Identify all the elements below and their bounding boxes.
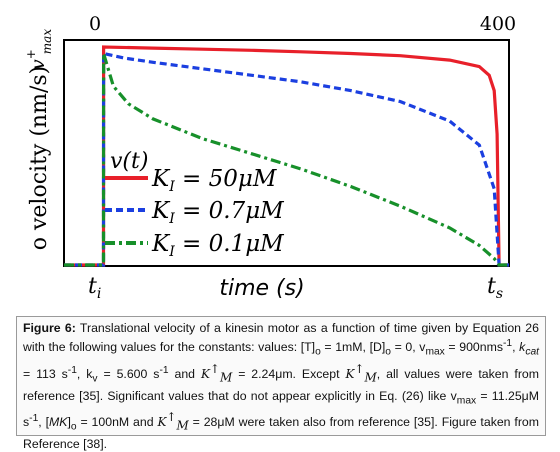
x-tick-top-0: 0 <box>89 13 101 35</box>
caption-p6: = 113 s <box>23 367 68 382</box>
legend-label-0_1uM-rest: = 0.1μM <box>175 231 285 257</box>
series-line-2 <box>64 53 509 267</box>
caption-km3: K <box>157 415 167 430</box>
caption-p5: , <box>512 340 520 355</box>
vmax-v: v <box>27 59 49 70</box>
caption-p7: , k <box>76 367 93 382</box>
vmax-sup: + <box>24 49 38 59</box>
y-axis-label: o velocity (nm/s) <box>27 66 52 251</box>
legend-label-0_1uM: KI = 0.1μM <box>151 231 285 260</box>
caption-km1-sub: M <box>219 370 233 385</box>
caption-p4: = 900nms <box>444 340 503 355</box>
caption-p1-sub: o <box>315 346 321 358</box>
caption-p10: = 2.24μm. Except <box>232 367 346 382</box>
vmax-sub: max <box>40 29 54 55</box>
legend-title: v(t) <box>110 149 148 174</box>
series-line-0 <box>64 45 509 267</box>
caption-km3-sub: M <box>176 418 189 433</box>
caption-p11: , all values were taken from reference [… <box>23 367 539 403</box>
caption-label: Figure 6: <box>23 321 76 335</box>
figure-caption: Figure 6: Translational velocity of a ki… <box>16 316 546 451</box>
velocity-chart: 0 400 ti ts time (s) o velocity (nm/s) v… <box>24 13 516 302</box>
caption-p4-sup: -1 <box>502 338 513 350</box>
svg-text:v+max: v+max <box>24 29 54 70</box>
caption-km2: K <box>345 367 355 382</box>
caption-p2-sub: o <box>385 346 391 358</box>
ts-sub: s <box>496 286 503 302</box>
caption-p13: , [ <box>38 415 50 430</box>
legend-label-0_7uM: KI = 0.7μM <box>151 198 285 227</box>
caption-p6-sup: -1 <box>67 364 77 376</box>
caption-p2: = 1mM, [D] <box>320 340 386 355</box>
caption-km2-sup: ↑ <box>354 361 365 376</box>
x-axis-label: time (s) <box>219 276 304 301</box>
x-tick-bottom-ti: ti <box>88 274 101 302</box>
caption-p8-sup: -1 <box>159 364 169 376</box>
legend: v(t) KI = 50μM KI = 0.7μM KI = 0.1μM <box>105 149 285 260</box>
legend-label-0_7uM-sym: K <box>151 198 171 224</box>
caption-p3-sub: max <box>425 346 445 358</box>
caption-km1: K <box>200 367 210 382</box>
ti-symbol: t <box>88 274 97 299</box>
caption-p12-sup: -1 <box>29 413 39 425</box>
x-tick-bottom-ts: ts <box>487 274 503 302</box>
legend-label-0_7uM-sub: I <box>168 211 175 227</box>
caption-kcat: k <box>519 340 526 355</box>
caption-p8: = 5.600 s <box>97 367 160 382</box>
series-line-1 <box>64 51 509 267</box>
caption-p3: = 0, v <box>391 340 426 355</box>
legend-label-50uM-sub: I <box>168 179 175 195</box>
legend-label-50uM-rest: = 50μM <box>175 166 278 192</box>
x-tick-top-400: 400 <box>480 13 516 35</box>
legend-label-0_1uM-sub: I <box>168 244 175 260</box>
caption-p1: Translational velocity of a kinesin moto… <box>23 321 539 355</box>
caption-p7-sub: v <box>92 373 98 385</box>
legend-label-0_7uM-rest: = 0.7μM <box>175 198 285 224</box>
caption-km3-sup: ↑ <box>166 410 177 425</box>
legend-label-0_1uM-sym: K <box>151 231 171 257</box>
caption-kcat-sub: cat <box>525 346 539 358</box>
caption-p14: ] <box>67 415 71 430</box>
caption-p9: and <box>168 367 201 382</box>
legend-label-50uM-sym: K <box>151 166 171 192</box>
caption-p14-sub: o <box>70 421 77 433</box>
caption-km1-sup: ↑ <box>209 361 220 376</box>
ts-symbol: t <box>487 274 496 299</box>
plot-frame <box>63 39 510 267</box>
caption-p11-sub: max <box>456 395 477 407</box>
vmax-label: v+max <box>24 29 54 70</box>
legend-label-50uM: KI = 50μM <box>151 166 278 195</box>
caption-p15: = 100nM and <box>76 415 158 430</box>
caption-km2-sub: M <box>364 370 377 385</box>
ti-sub: i <box>97 286 101 302</box>
series-layer <box>64 45 509 267</box>
caption-p12: = 11.25μM s <box>23 388 539 430</box>
caption-mk: MK <box>49 415 68 430</box>
